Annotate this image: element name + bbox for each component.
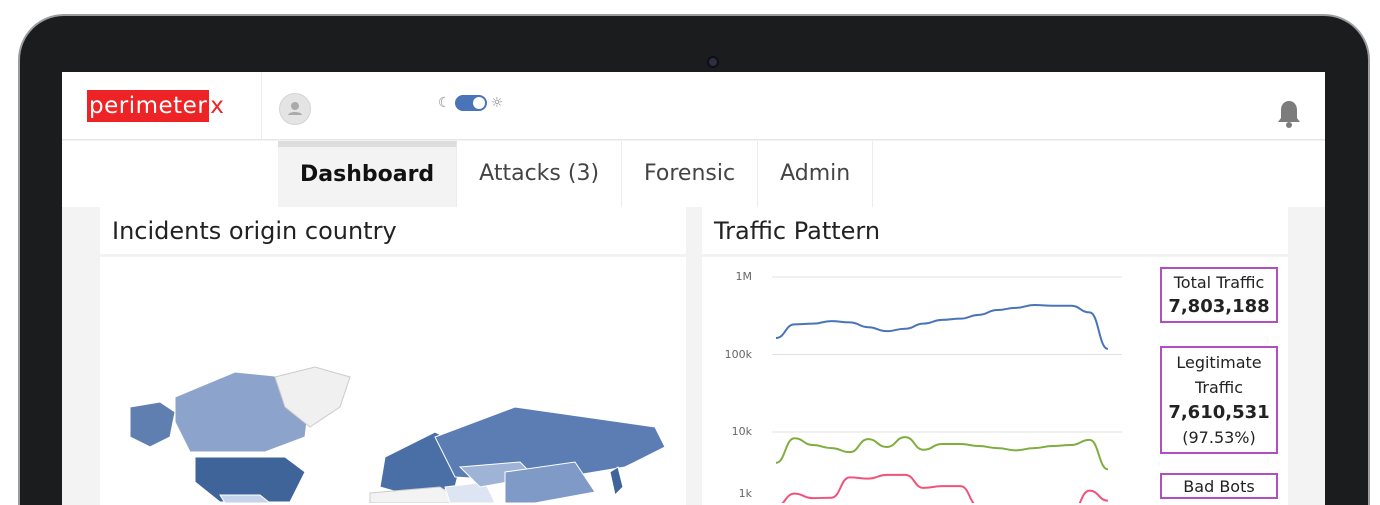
country-usa <box>194 456 306 503</box>
divider <box>261 72 262 140</box>
traffic-chart <box>772 276 1122 503</box>
stat-label: Bad Bots <box>1183 477 1255 496</box>
panel-title: Incidents origin country <box>100 207 686 257</box>
stat-bad-bots: Bad Bots <box>1160 473 1278 499</box>
app-screen: perimeter x ☾ ☼ Dashboard Attacks (3) For… <box>62 72 1325 505</box>
stat-value: 7,803,188 <box>1168 296 1270 317</box>
stat-total-traffic: Total Traffic 7,803,188 <box>1160 267 1278 323</box>
country-greenland <box>274 366 351 428</box>
country-china <box>504 461 596 504</box>
user-icon[interactable] <box>279 93 311 125</box>
tick-label: 10k <box>731 425 752 438</box>
tick-label: 1M <box>735 270 753 283</box>
tick-label: 100k <box>724 348 752 361</box>
series-line-2 <box>781 473 1109 503</box>
camera <box>707 56 719 68</box>
logo-text: perimeter <box>87 90 210 122</box>
world-map[interactable] <box>100 257 686 504</box>
series-line-1 <box>775 436 1109 471</box>
moon-icon: ☾ <box>438 95 451 111</box>
stat-value: 7,610,531 <box>1168 402 1270 423</box>
tab-dashboard[interactable]: Dashboard <box>278 141 458 207</box>
tab-attacks[interactable]: Attacks (3) <box>457 141 623 207</box>
bell-icon[interactable] <box>1277 99 1301 133</box>
sun-icon: ☼ <box>490 95 504 111</box>
top-bar: perimeter x ☾ ☼ <box>62 72 1325 140</box>
theme-toggle[interactable]: ☾ ☼ <box>438 95 503 111</box>
tab-forensic[interactable]: Forensic <box>622 141 759 207</box>
tick-label: 1k <box>738 487 752 500</box>
stat-label: Legitimate Traffic <box>1176 353 1262 397</box>
panel-title: Traffic Pattern <box>702 207 1288 257</box>
country-japan <box>609 466 624 497</box>
toggle-switch[interactable] <box>454 95 487 111</box>
country-russia <box>434 406 666 483</box>
tab-admin[interactable]: Admin <box>758 141 874 207</box>
map-panel: Incidents origin country <box>100 207 686 505</box>
traffic-panel: Traffic Pattern 1M 100k 10k 1k Total Tra… <box>702 207 1288 505</box>
country-alaska <box>129 401 176 448</box>
stat-percent: (97.53%) <box>1182 428 1256 447</box>
logo[interactable]: perimeter x <box>87 90 224 122</box>
stat-label: Total Traffic <box>1173 273 1265 292</box>
series-line-0 <box>775 304 1109 350</box>
stat-legitimate-traffic: Legitimate Traffic 7,610,531 (97.53%) <box>1160 346 1278 454</box>
country-canada <box>174 371 311 453</box>
main-nav: Dashboard Attacks (3) Forensic Admin <box>278 141 874 207</box>
logo-suffix: x <box>210 93 225 119</box>
